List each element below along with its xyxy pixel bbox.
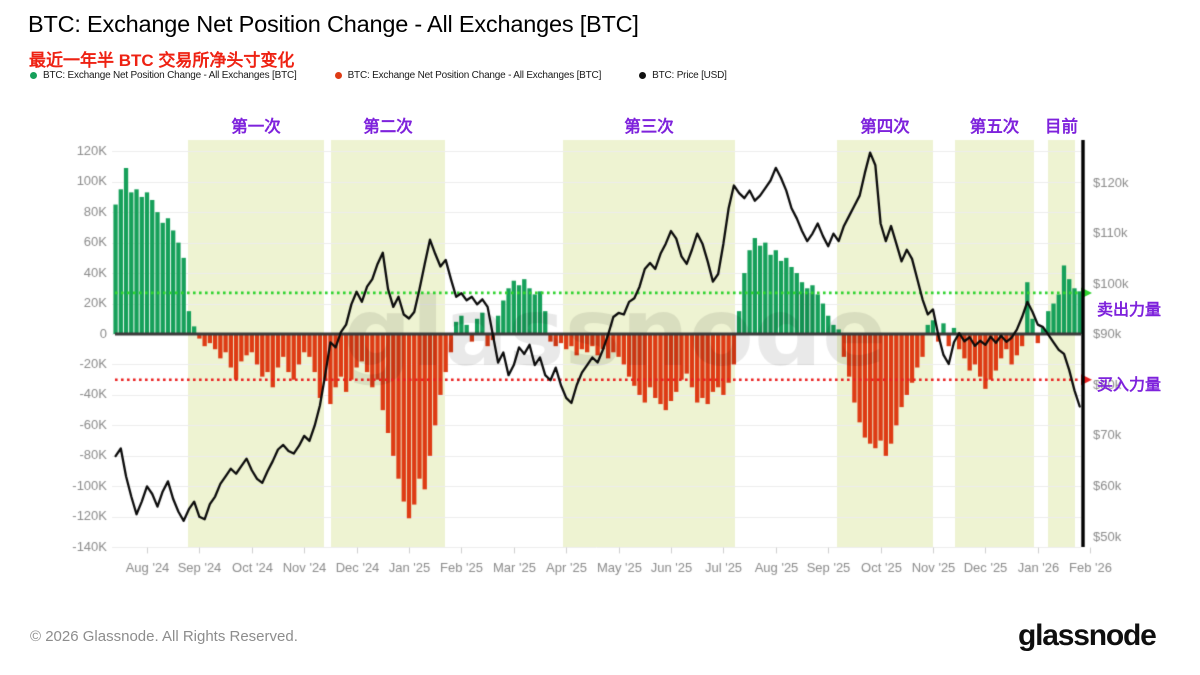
band-label: 第一次 <box>231 118 281 136</box>
sell-force-label: 卖出力量 <box>1097 301 1162 319</box>
legend-item-netposition-green: BTC: Exchange Net Position Change - All … <box>30 70 297 81</box>
legend-label: BTC: Exchange Net Position Change - All … <box>347 70 602 81</box>
green-dot-icon <box>30 72 37 79</box>
legend-label: BTC: Price [USD] <box>652 70 727 81</box>
black-dot-icon <box>639 72 647 79</box>
chart-legend: BTC: Exchange Net Position Change - All … <box>30 70 727 81</box>
band-label: 第二次 <box>363 118 413 136</box>
band-label: 目前 <box>1045 118 1078 136</box>
copyright-text: © 2026 Glassnode. All Rights Reserved. <box>30 628 298 645</box>
legend-item-netposition-red: BTC: Exchange Net Position Change - All … <box>334 70 602 81</box>
legend-item-price: BTC: Price [USD] <box>639 70 727 81</box>
band-label: 第五次 <box>969 118 1020 136</box>
legend-label: BTC: Exchange Net Position Change - All … <box>43 70 297 81</box>
page-title: BTC: Exchange Net Position Change - All … <box>28 11 639 37</box>
band-label: 第三次 <box>624 118 674 136</box>
chart-subtitle-cn: 最近一年半 BTC 交易所净头寸变化 <box>29 51 295 70</box>
buy-force-label: 买入力量 <box>1097 376 1162 394</box>
band-label: 第四次 <box>860 118 910 136</box>
glassnode-logo: glassnode <box>1018 619 1157 652</box>
red-dot-icon <box>334 72 342 79</box>
